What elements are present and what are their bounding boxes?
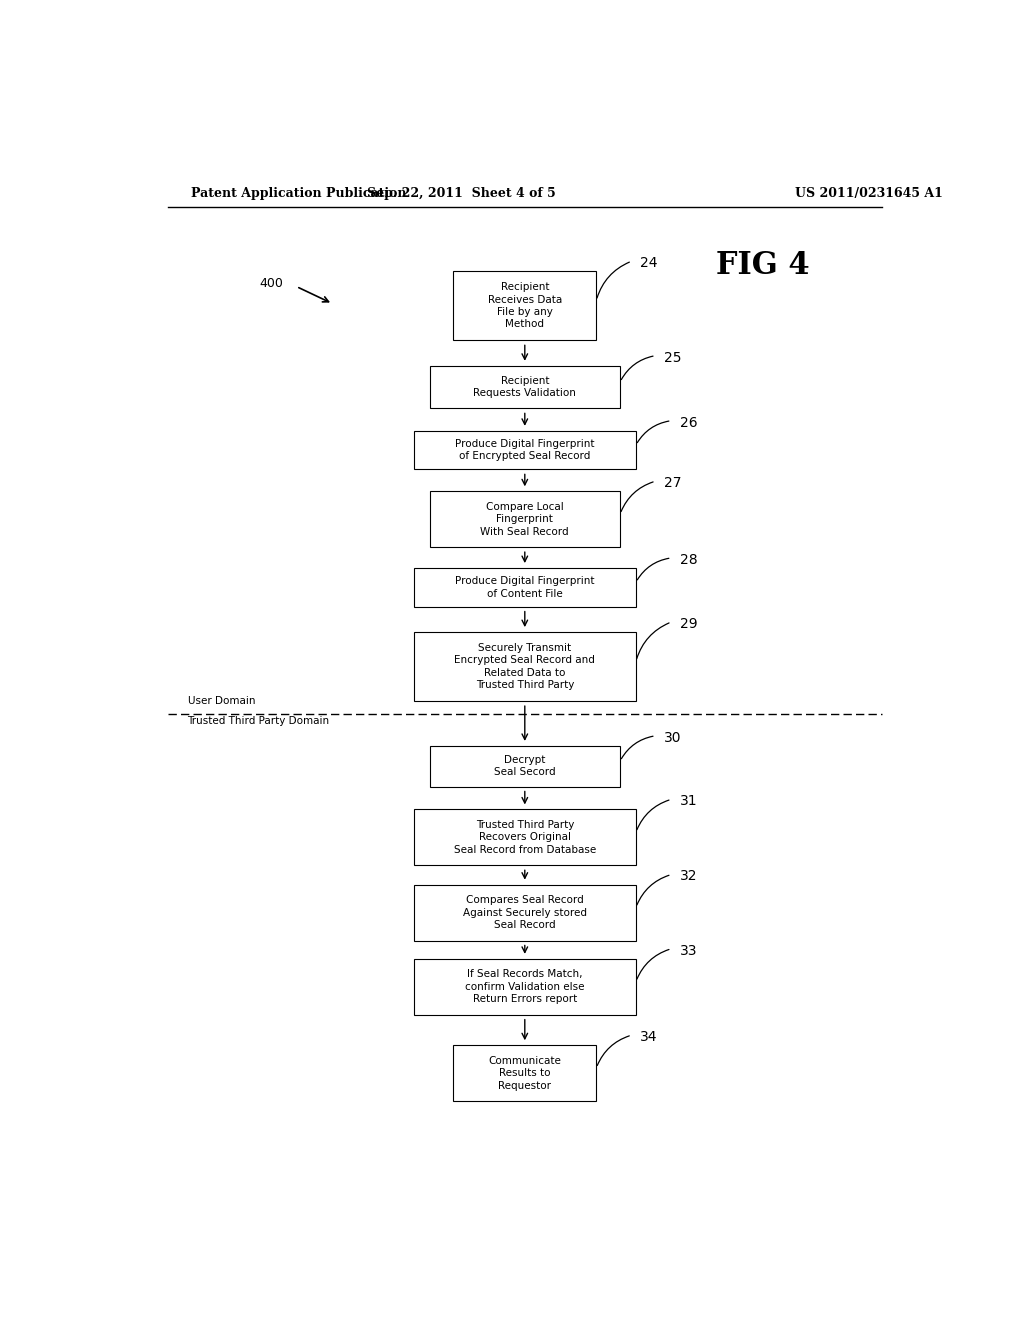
Text: Compare Local
Fingerprint
With Seal Record: Compare Local Fingerprint With Seal Reco… [480, 502, 569, 537]
Text: 31: 31 [680, 795, 697, 808]
Text: Recipient
Requests Validation: Recipient Requests Validation [473, 376, 577, 399]
FancyBboxPatch shape [414, 568, 636, 607]
Text: Patent Application Publication: Patent Application Publication [191, 187, 407, 201]
FancyBboxPatch shape [414, 884, 636, 941]
Text: 25: 25 [664, 351, 681, 364]
Text: 32: 32 [680, 870, 697, 883]
FancyBboxPatch shape [414, 958, 636, 1015]
Text: 33: 33 [680, 944, 697, 958]
FancyBboxPatch shape [454, 1045, 596, 1101]
FancyBboxPatch shape [454, 271, 596, 341]
Text: 29: 29 [680, 616, 697, 631]
Text: US 2011/0231645 A1: US 2011/0231645 A1 [795, 187, 942, 201]
Text: If Seal Records Match,
confirm Validation else
Return Errors report: If Seal Records Match, confirm Validatio… [465, 969, 585, 1005]
FancyBboxPatch shape [414, 632, 636, 701]
FancyBboxPatch shape [430, 746, 620, 787]
Text: Trusted Third Party Domain: Trusted Third Party Domain [187, 717, 330, 726]
Text: 28: 28 [680, 553, 697, 566]
Text: Recipient
Receives Data
File by any
Method: Recipient Receives Data File by any Meth… [487, 282, 562, 330]
Text: User Domain: User Domain [187, 696, 255, 706]
Text: Decrypt
Seal Secord: Decrypt Seal Secord [494, 755, 556, 777]
Text: Communicate
Results to
Requestor: Communicate Results to Requestor [488, 1056, 561, 1090]
Text: 400: 400 [259, 277, 283, 290]
FancyBboxPatch shape [430, 366, 620, 408]
FancyBboxPatch shape [414, 430, 636, 470]
Text: Produce Digital Fingerprint
of Content File: Produce Digital Fingerprint of Content F… [455, 576, 595, 598]
Text: 30: 30 [664, 731, 681, 744]
Text: Produce Digital Fingerprint
of Encrypted Seal Record: Produce Digital Fingerprint of Encrypted… [455, 440, 595, 461]
Text: FIG 4: FIG 4 [716, 249, 810, 281]
Text: Securely Transmit
Encrypted Seal Record and
Related Data to
Trusted Third Party: Securely Transmit Encrypted Seal Record … [455, 643, 595, 690]
Text: Sep. 22, 2011  Sheet 4 of 5: Sep. 22, 2011 Sheet 4 of 5 [367, 187, 556, 201]
FancyBboxPatch shape [430, 491, 620, 548]
Text: 27: 27 [664, 477, 681, 490]
Text: Compares Seal Record
Against Securely stored
Seal Record: Compares Seal Record Against Securely st… [463, 895, 587, 931]
FancyBboxPatch shape [414, 809, 636, 866]
Text: 24: 24 [640, 256, 657, 271]
Text: 26: 26 [680, 416, 697, 430]
Text: 34: 34 [640, 1030, 657, 1044]
Text: Trusted Third Party
Recovers Original
Seal Record from Database: Trusted Third Party Recovers Original Se… [454, 820, 596, 855]
